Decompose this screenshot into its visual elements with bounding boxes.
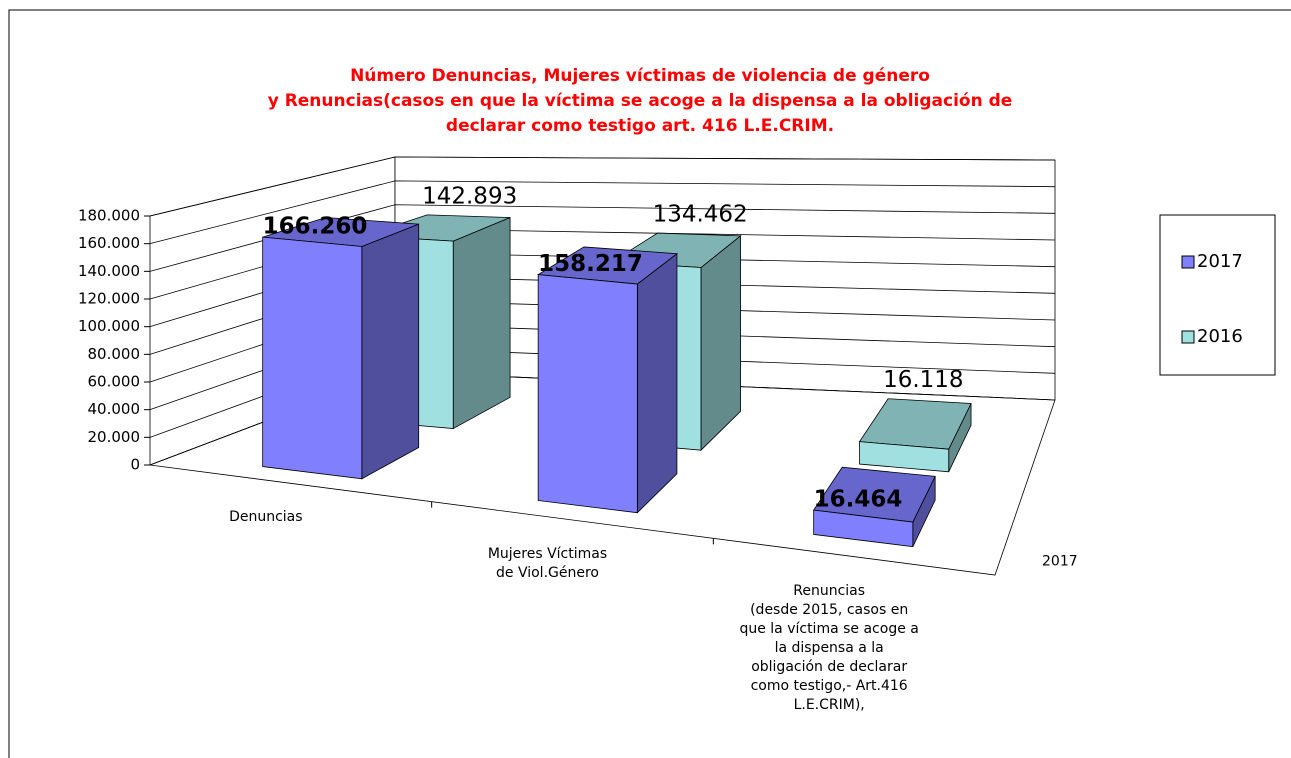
bar-front bbox=[859, 441, 950, 473]
chart-title: Número Denuncias, Mujeres víctimas de vi… bbox=[267, 66, 1013, 136]
legend-swatch bbox=[1181, 330, 1195, 344]
bar-front bbox=[537, 274, 638, 514]
y-tick-label: 0 bbox=[130, 456, 140, 474]
value-label: 16.118 bbox=[883, 367, 963, 393]
grid-line bbox=[149, 156, 1056, 217]
value-label: 158.217 bbox=[538, 251, 643, 277]
bar bbox=[812, 466, 936, 548]
y-tick-label: 100.000 bbox=[78, 317, 140, 335]
legend-label: 2016 bbox=[1197, 326, 1243, 347]
x-tick-label: Mujeres Víctimas de Viol.Género bbox=[487, 546, 608, 581]
bar bbox=[858, 398, 972, 473]
depth-label: 2017 bbox=[1042, 553, 1078, 569]
legend-label: 2017 bbox=[1197, 251, 1243, 272]
value-label: 166.260 bbox=[263, 214, 368, 240]
y-tick-label: 120.000 bbox=[78, 290, 140, 308]
y-tick-label: 20.000 bbox=[88, 428, 141, 446]
y-tick-label: 80.000 bbox=[88, 345, 141, 363]
bar-side bbox=[636, 252, 678, 514]
value-label: 142.893 bbox=[422, 183, 517, 209]
bar-front bbox=[813, 509, 914, 548]
grid-line bbox=[149, 180, 1056, 245]
y-tick-label: 40.000 bbox=[88, 400, 141, 418]
x-tick-label: Renuncias (desde 2015, casos en que la v… bbox=[739, 582, 919, 713]
bar bbox=[536, 246, 679, 514]
bar-side bbox=[452, 216, 511, 430]
legend-box bbox=[1159, 214, 1276, 376]
y-tick-label: 140.000 bbox=[78, 262, 140, 280]
x-tick-label: Denuncias bbox=[229, 509, 303, 526]
value-label: 134.462 bbox=[653, 202, 748, 228]
legend-swatch bbox=[1181, 255, 1195, 269]
bar-front bbox=[262, 236, 363, 480]
y-tick-label: 180.000 bbox=[78, 207, 140, 225]
bar-side bbox=[361, 223, 420, 480]
grid-line bbox=[149, 204, 1056, 272]
frame bbox=[8, 9, 1291, 758]
y-tick-label: 60.000 bbox=[88, 373, 141, 391]
bar bbox=[262, 217, 420, 480]
value-label: 16.464 bbox=[814, 487, 903, 513]
y-tick-label: 160.000 bbox=[78, 234, 140, 252]
